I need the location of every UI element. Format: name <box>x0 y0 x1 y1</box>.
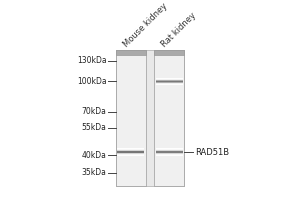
Bar <box>116 50 184 186</box>
Bar <box>156 78 183 79</box>
Text: 100kDa: 100kDa <box>77 77 107 86</box>
Bar <box>117 148 144 149</box>
Bar <box>117 152 144 153</box>
Bar <box>156 83 183 84</box>
Text: Rat kidney: Rat kidney <box>160 10 198 49</box>
Text: 35kDa: 35kDa <box>82 168 107 177</box>
Bar <box>117 154 144 155</box>
Bar <box>156 84 183 85</box>
Bar <box>116 50 146 186</box>
Bar <box>117 150 144 151</box>
Bar <box>156 82 183 83</box>
Bar <box>156 81 183 82</box>
Text: 70kDa: 70kDa <box>82 107 107 116</box>
Bar <box>156 148 183 149</box>
Bar <box>156 155 183 156</box>
Bar <box>156 79 183 80</box>
Bar <box>156 149 183 150</box>
Bar <box>156 150 183 151</box>
Text: 40kDa: 40kDa <box>82 151 107 160</box>
Bar <box>117 155 144 156</box>
Bar <box>156 83 183 84</box>
Bar <box>156 154 183 155</box>
Bar <box>156 82 183 83</box>
Bar <box>156 150 183 151</box>
Text: RAD51B: RAD51B <box>195 148 229 157</box>
Bar <box>156 151 183 152</box>
Bar <box>154 50 184 186</box>
Bar <box>117 149 144 150</box>
Bar <box>116 50 146 55</box>
Bar <box>117 151 144 152</box>
Bar <box>117 155 144 156</box>
Bar <box>154 50 184 55</box>
Bar <box>156 84 183 85</box>
Text: Mouse kidney: Mouse kidney <box>121 1 169 49</box>
Text: 130kDa: 130kDa <box>77 56 107 65</box>
Bar <box>156 80 183 81</box>
Bar <box>117 153 144 154</box>
Bar <box>156 152 183 153</box>
Text: 55kDa: 55kDa <box>82 123 107 132</box>
Bar <box>117 150 144 151</box>
Bar <box>156 153 183 154</box>
Bar <box>156 155 183 156</box>
